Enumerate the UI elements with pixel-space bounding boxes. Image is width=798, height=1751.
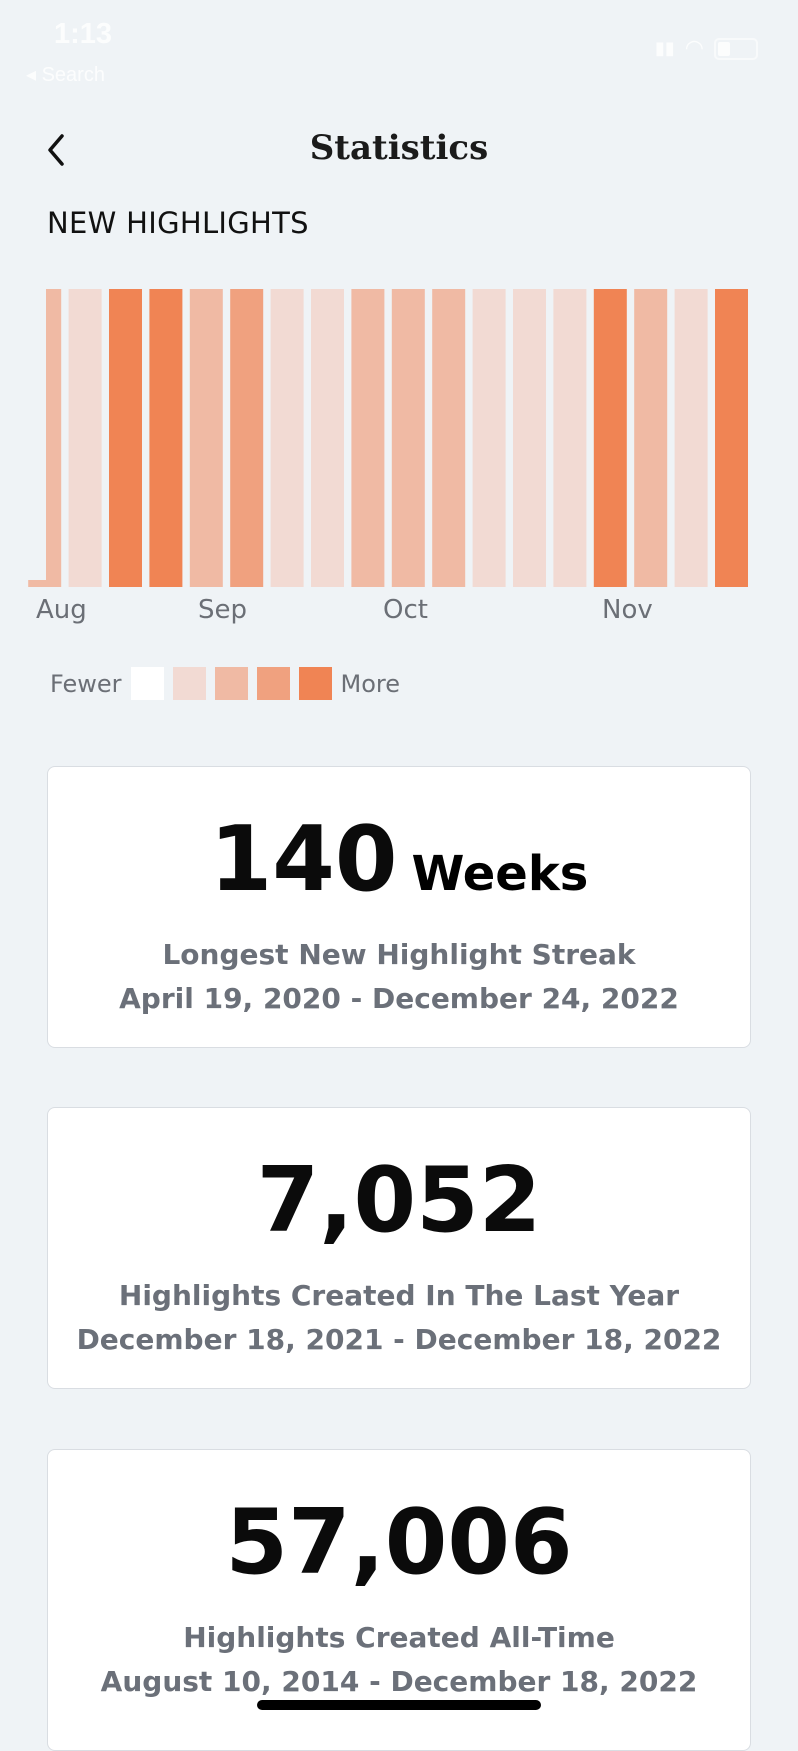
week-bar: [674, 289, 708, 587]
streak-card: 140 Weeks Longest New Highlight Streak Ap…: [47, 766, 751, 1048]
x-tick-label: Sep: [198, 595, 247, 625]
all-time-range: August 10, 2014 - December 18, 2022: [100, 1665, 698, 1698]
home-indicator[interactable]: [257, 1700, 541, 1710]
week-bar: [472, 289, 506, 587]
week-bar: [351, 289, 385, 587]
wifi-icon: ◠: [684, 36, 704, 61]
week-bar: [109, 289, 142, 587]
all-time-card: 57,006 Highlights Created All-Time Augus…: [47, 1449, 751, 1751]
legend-swatch-0: [130, 667, 164, 700]
new-highlights-chart: Aug Sep Oct Nov: [0, 280, 748, 625]
legend-fewer-label: Fewer: [50, 669, 122, 698]
last-year-card: 7,052 Highlights Created In The Last Yea…: [47, 1107, 751, 1389]
x-tick-label: Oct: [383, 595, 428, 625]
streak-value: 140: [209, 807, 398, 912]
week-bar: [230, 289, 264, 587]
x-tick-label: Nov: [602, 595, 653, 625]
legend-more-label: More: [340, 669, 401, 698]
streak-unit: Weeks: [411, 846, 589, 902]
page-title: Statistics: [309, 128, 489, 168]
week-bar: [715, 289, 748, 587]
week-bar: [68, 289, 102, 587]
battery-icon: [714, 37, 758, 60]
week-bar: [593, 289, 627, 587]
x-tick-label: Aug: [36, 595, 87, 625]
last-year-label: Highlights Created In The Last Year: [118, 1279, 680, 1312]
week-bar: [311, 289, 344, 587]
signal-icon: ▮▮: [654, 38, 675, 59]
last-year-value: 7,052: [256, 1148, 542, 1253]
all-time-value: 57,006: [225, 1490, 573, 1595]
streak-label: Longest New Highlight Streak: [162, 938, 636, 971]
legend-swatch-4: [298, 667, 332, 700]
status-time: 1:13: [54, 18, 113, 50]
back-to-search-link[interactable]: ◂ Search: [26, 64, 105, 86]
week-bar: [553, 289, 587, 587]
chart-legend: Fewer More: [50, 667, 400, 700]
chevron-left-icon: [48, 134, 64, 166]
legend-swatch-1: [172, 667, 206, 700]
legend-swatch-3: [256, 667, 290, 700]
week-bar: [270, 289, 304, 587]
legend-swatch-2: [214, 667, 248, 700]
week-bar: [149, 289, 183, 587]
week-bar: [634, 289, 668, 587]
system-icons: ▮▮ ◠: [655, 36, 758, 61]
week-bar: [391, 289, 425, 587]
section-title: NEW HIGHLIGHTS: [47, 206, 309, 240]
all-time-label: Highlights Created All-Time: [183, 1621, 615, 1654]
week-bar: [513, 289, 546, 587]
back-button[interactable]: [40, 128, 76, 172]
week-bar: [432, 289, 466, 587]
week-bar: [189, 289, 223, 587]
last-year-range: December 18, 2021 - December 18, 2022: [76, 1323, 722, 1356]
streak-range: April 19, 2020 - December 24, 2022: [119, 982, 679, 1015]
